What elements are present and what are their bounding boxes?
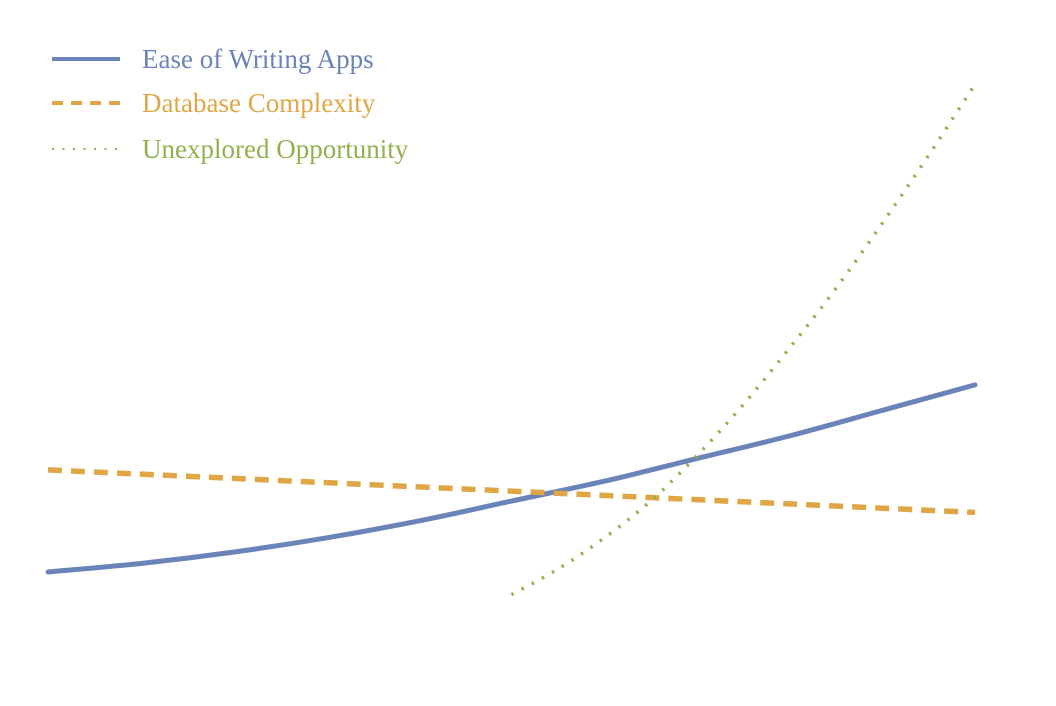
legend-item-ease-of-writing-apps: Ease of Writing Apps: [52, 44, 374, 74]
series-line-unexplored-opportunity: [510, 83, 977, 597]
legend-label: Unexplored Opportunity: [142, 134, 409, 164]
legend-item-database-complexity: Database Complexity: [52, 88, 376, 118]
series-line-ease-of-writing-apps: [45, 382, 978, 575]
plot-area: [45, 83, 978, 597]
legend: Ease of Writing Apps Database Complexity U…: [52, 44, 409, 164]
legend-label: Ease of Writing Apps: [142, 44, 374, 74]
series-line-database-complexity: [47, 467, 976, 516]
legend-label: Database Complexity: [142, 88, 376, 118]
legend-item-unexplored-opportunity: Unexplored Opportunity: [52, 134, 409, 164]
